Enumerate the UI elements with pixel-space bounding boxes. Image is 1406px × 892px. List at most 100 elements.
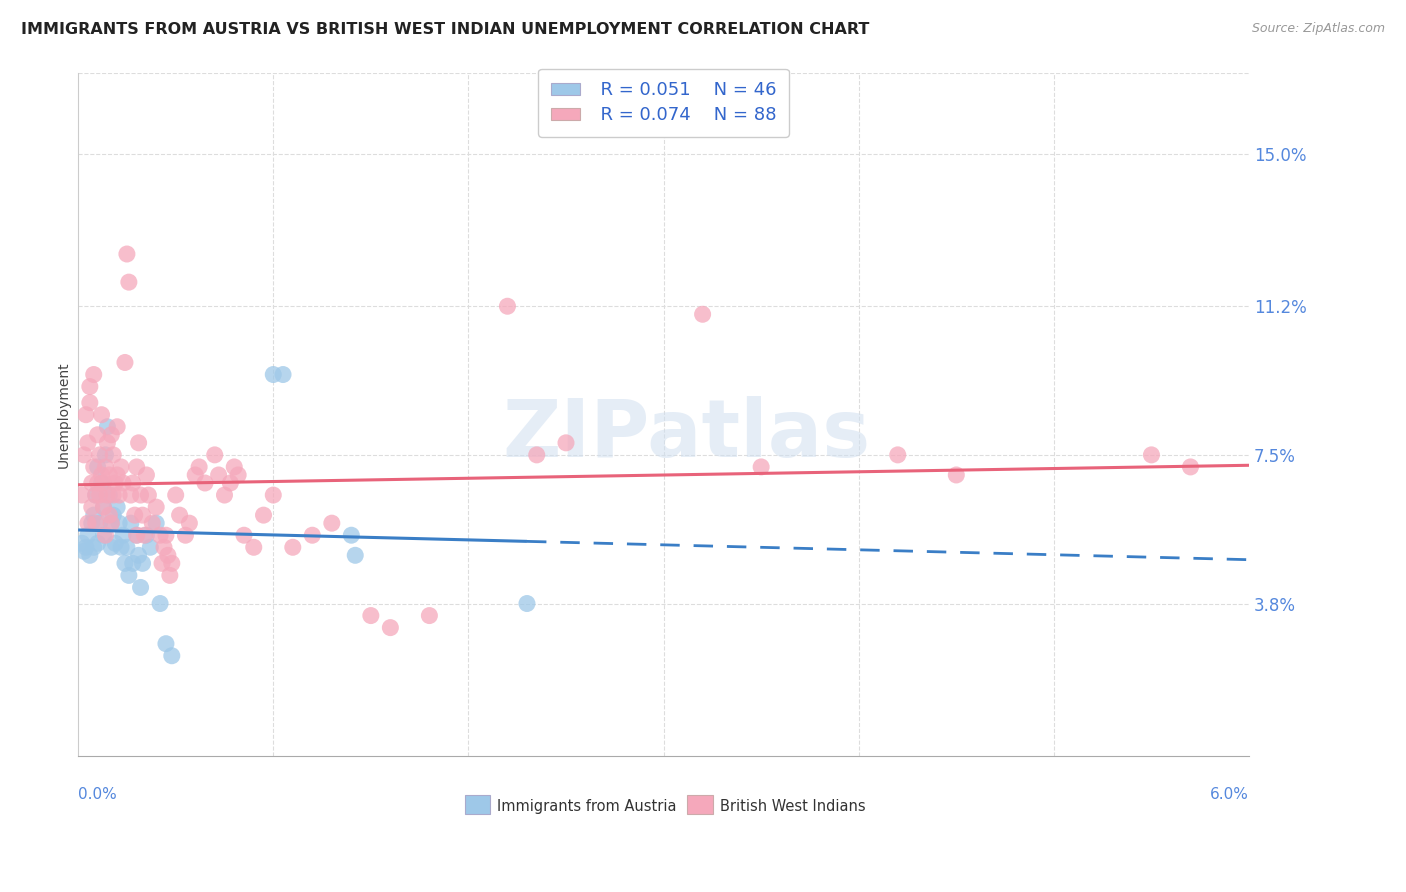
Point	[73, 448, 96, 462]
Point	[160, 648, 183, 663]
Point	[139, 541, 162, 555]
Point	[262, 368, 284, 382]
Text: Source: ZipAtlas.com: Source: ZipAtlas.com	[1251, 22, 1385, 36]
Point	[124, 508, 146, 523]
Point	[94, 528, 117, 542]
Point	[86, 459, 108, 474]
Point	[125, 528, 148, 542]
Point	[204, 448, 226, 462]
Point	[108, 516, 131, 531]
Point	[84, 516, 107, 531]
Point	[496, 299, 519, 313]
Point	[194, 475, 217, 490]
Point	[301, 528, 323, 542]
Point	[100, 541, 122, 555]
Point	[105, 467, 128, 482]
Point	[86, 475, 108, 490]
Point	[252, 508, 274, 523]
Point	[321, 516, 343, 531]
Point	[105, 419, 128, 434]
Point	[93, 528, 115, 542]
Point	[165, 488, 187, 502]
Point	[77, 528, 100, 542]
Point	[129, 581, 152, 595]
Point	[111, 475, 134, 490]
Point	[121, 557, 143, 571]
Point	[100, 516, 122, 531]
Point	[145, 500, 167, 515]
Point	[418, 608, 440, 623]
Point	[100, 427, 122, 442]
Point	[80, 516, 103, 531]
Point	[79, 395, 101, 409]
FancyBboxPatch shape	[688, 795, 713, 814]
Point	[75, 408, 97, 422]
Point	[207, 467, 229, 482]
Point	[79, 549, 101, 563]
Point	[125, 528, 148, 542]
Point	[131, 557, 153, 571]
Point	[114, 557, 136, 571]
Point	[692, 307, 714, 321]
Point	[104, 536, 127, 550]
Point	[108, 488, 131, 502]
Point	[105, 500, 128, 515]
Text: British West Indians: British West Indians	[720, 798, 866, 814]
Point	[73, 544, 96, 558]
Point	[100, 516, 122, 531]
Point	[131, 508, 153, 523]
Point	[84, 488, 107, 502]
Point	[526, 448, 548, 462]
Point	[120, 488, 142, 502]
Point	[160, 557, 183, 571]
Point	[94, 448, 117, 462]
Point	[83, 541, 105, 555]
Point	[340, 528, 363, 542]
Point	[115, 541, 138, 555]
Point	[179, 516, 201, 531]
Point	[128, 435, 150, 450]
Point	[135, 467, 157, 482]
Point	[104, 475, 127, 490]
Point	[153, 541, 176, 555]
FancyBboxPatch shape	[464, 795, 491, 814]
Point	[150, 557, 173, 571]
Y-axis label: Unemployment: Unemployment	[58, 361, 72, 468]
Point	[135, 528, 157, 542]
Point	[145, 516, 167, 531]
Point	[96, 419, 118, 434]
Point	[360, 608, 382, 623]
Text: 0.0%: 0.0%	[79, 787, 117, 802]
Point	[516, 597, 538, 611]
Point	[75, 541, 97, 555]
Point	[89, 488, 111, 502]
Legend:   R = 0.051    N = 46,   R = 0.074    N = 88: R = 0.051 N = 46, R = 0.074 N = 88	[538, 69, 789, 137]
Point	[118, 275, 141, 289]
Point	[380, 621, 402, 635]
Point	[887, 448, 910, 462]
Point	[90, 467, 112, 482]
Text: IMMIGRANTS FROM AUSTRIA VS BRITISH WEST INDIAN UNEMPLOYMENT CORRELATION CHART: IMMIGRANTS FROM AUSTRIA VS BRITISH WEST …	[21, 22, 869, 37]
Point	[219, 475, 242, 490]
Point	[128, 549, 150, 563]
Point	[98, 488, 121, 502]
Point	[96, 488, 118, 502]
Point	[89, 516, 111, 531]
Point	[110, 459, 132, 474]
Point	[83, 368, 105, 382]
Point	[90, 408, 112, 422]
Point	[115, 247, 138, 261]
Point	[555, 435, 578, 450]
Point	[93, 500, 115, 515]
Point	[134, 528, 156, 542]
Point	[271, 368, 294, 382]
Point	[138, 488, 160, 502]
Point	[214, 488, 236, 502]
Point	[188, 459, 211, 474]
Point	[125, 459, 148, 474]
Point	[89, 448, 111, 462]
Point	[111, 528, 134, 542]
Point	[83, 508, 105, 523]
Point	[70, 488, 93, 502]
Point	[224, 459, 246, 474]
